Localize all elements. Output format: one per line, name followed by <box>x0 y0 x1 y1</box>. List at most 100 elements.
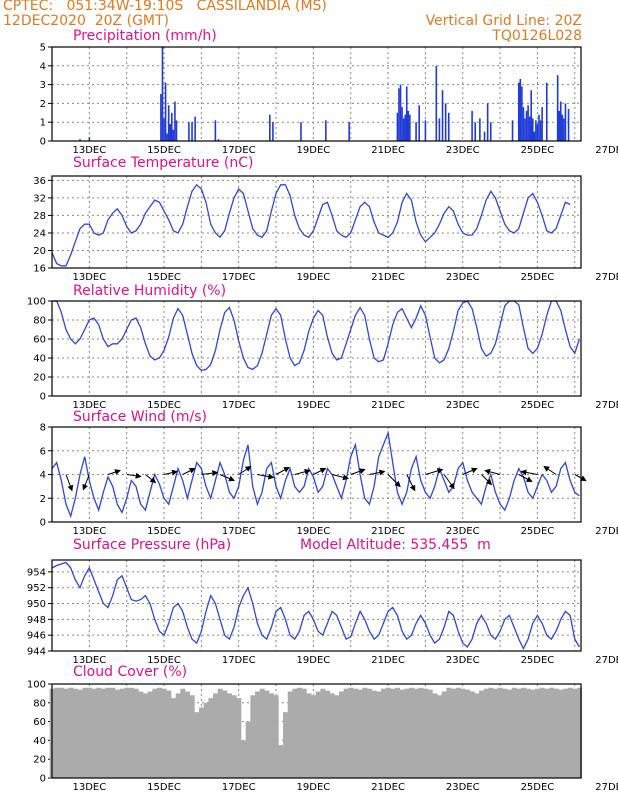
cloud-bar <box>427 689 433 778</box>
wind-xtick-label: 25DEC <box>521 526 555 537</box>
cloud-bar <box>124 687 130 778</box>
cloud-xtick-label: 19DEC <box>297 782 331 793</box>
cloud-bar <box>371 690 377 778</box>
pressure-xtick-label: 13DEC <box>72 655 106 666</box>
wind-vector-arrow <box>201 470 219 477</box>
cloud-ytick-label: 0 <box>40 774 46 785</box>
wind-series-line <box>51 430 580 519</box>
cloud-bar <box>497 687 503 778</box>
pressure-frame <box>51 559 582 652</box>
wind-vector-arrow <box>462 467 478 475</box>
temp-xtick-label: 13DEC <box>72 272 106 283</box>
precip-bar <box>517 82 520 141</box>
cloud-bar <box>399 689 405 778</box>
temp-xtick-label: 25DEC <box>521 272 555 283</box>
rh-xtick-label: 13DEC <box>72 400 106 411</box>
precip-bar <box>217 139 220 141</box>
cloud-bar <box>264 690 270 778</box>
precip-bar <box>167 105 170 141</box>
precip-ytick-label: 1 <box>40 118 46 129</box>
temp-xtick-label: 19DEC <box>297 272 331 283</box>
pressure-ytick-label: 946 <box>27 631 46 642</box>
cloud-panel-title: Cloud Cover (%) <box>73 664 188 680</box>
cloud-bar <box>110 687 116 778</box>
cloud-bar <box>259 688 265 778</box>
precip-bar <box>214 120 217 141</box>
precip-xtick-label: 21DEC <box>371 145 405 156</box>
pressure-ytick-label: 950 <box>27 599 46 610</box>
precip-bar <box>474 122 476 141</box>
precip-bar <box>399 84 402 141</box>
cloud-bar <box>385 687 391 778</box>
temp-ytick-label: 28 <box>33 211 46 222</box>
rh-panel-title: Relative Humidity (%) <box>73 283 227 299</box>
precip-bar <box>521 86 523 141</box>
cloud-bar <box>194 712 200 778</box>
rh-xtick-label: 15DEC <box>147 400 181 411</box>
precip-bar <box>174 101 176 141</box>
cloud-ytick-label: 20 <box>33 755 46 766</box>
precip-bar <box>161 47 164 141</box>
wind-vector-arrow <box>369 469 386 476</box>
temp-xtick-label: 17DEC <box>222 272 256 283</box>
precip-bar <box>325 120 327 141</box>
wind-vector-arrow <box>331 474 350 481</box>
wind-vector-arrow <box>82 474 90 491</box>
wind-vector-arrow <box>313 468 327 475</box>
precip-bar <box>522 107 525 141</box>
wind-vector-arrow <box>520 469 538 476</box>
cloud-bar <box>166 690 172 778</box>
cloud-bar <box>161 688 167 778</box>
cloud-bar <box>77 689 83 778</box>
cloud-bar <box>502 688 508 778</box>
precip-ytick-label: 3 <box>40 80 46 91</box>
precip-bar <box>479 118 481 141</box>
pressure-xtick-label: 19DEC <box>297 655 331 666</box>
rh-xtick-label: 21DEC <box>371 400 405 411</box>
cloud-bar <box>227 693 233 778</box>
precip-bar <box>538 114 540 141</box>
cloud-bar <box>73 688 78 778</box>
precip-bar <box>564 103 567 141</box>
precip-bar <box>471 110 473 141</box>
cloud-bar <box>535 688 541 778</box>
precip-bar <box>519 78 522 141</box>
wind-ytick-label: 8 <box>40 423 46 434</box>
rh-xtick-label: 23DEC <box>446 400 480 411</box>
cloud-bar <box>460 688 466 778</box>
precip-bar <box>404 114 406 141</box>
wind-vector-arrow <box>443 474 455 490</box>
precip-bar <box>435 65 438 141</box>
cloud-bar <box>469 691 475 778</box>
cloud-bar <box>465 689 471 778</box>
precip-bar <box>530 90 533 141</box>
cloud-bar <box>59 687 64 778</box>
wind-ytick-label: 6 <box>40 446 46 457</box>
pressure-ytick-label: 952 <box>27 583 46 594</box>
precip-bar <box>88 137 91 141</box>
precip-bar <box>533 131 536 141</box>
precip-xtick-label: 25DEC <box>521 145 555 156</box>
temp-ytick-label: 36 <box>33 176 46 187</box>
wind-vector-arrow <box>107 469 121 475</box>
rh-xtick-label: 27DEC <box>595 400 618 411</box>
cloud-bar <box>68 687 74 778</box>
pressure-chart: 13DEC 15DEC 17DEC 19DEC 21DEC 23DEC 25DEC 27DEC… <box>27 559 618 666</box>
precip-bar <box>524 118 526 141</box>
cloud-bar <box>343 688 349 778</box>
precip-bar <box>556 75 559 141</box>
precip-bar <box>405 86 408 141</box>
cloud-bar <box>273 695 279 778</box>
cloud-bar <box>203 702 209 778</box>
precip-bar <box>79 139 81 141</box>
wind-xtick-label: 27DEC <box>595 526 618 537</box>
cloud-bar <box>367 688 373 778</box>
precip-bar <box>191 122 193 141</box>
cloud-bar <box>549 687 555 778</box>
header-grid-note: Vertical Grid Line: 20Z <box>425 13 582 29</box>
precip-bar <box>561 114 564 141</box>
cloud-xtick-label: 17DEC <box>222 782 256 793</box>
wind-vector-arrow <box>543 465 557 475</box>
wind-panel-title: Surface Wind (m/s) <box>73 409 207 425</box>
